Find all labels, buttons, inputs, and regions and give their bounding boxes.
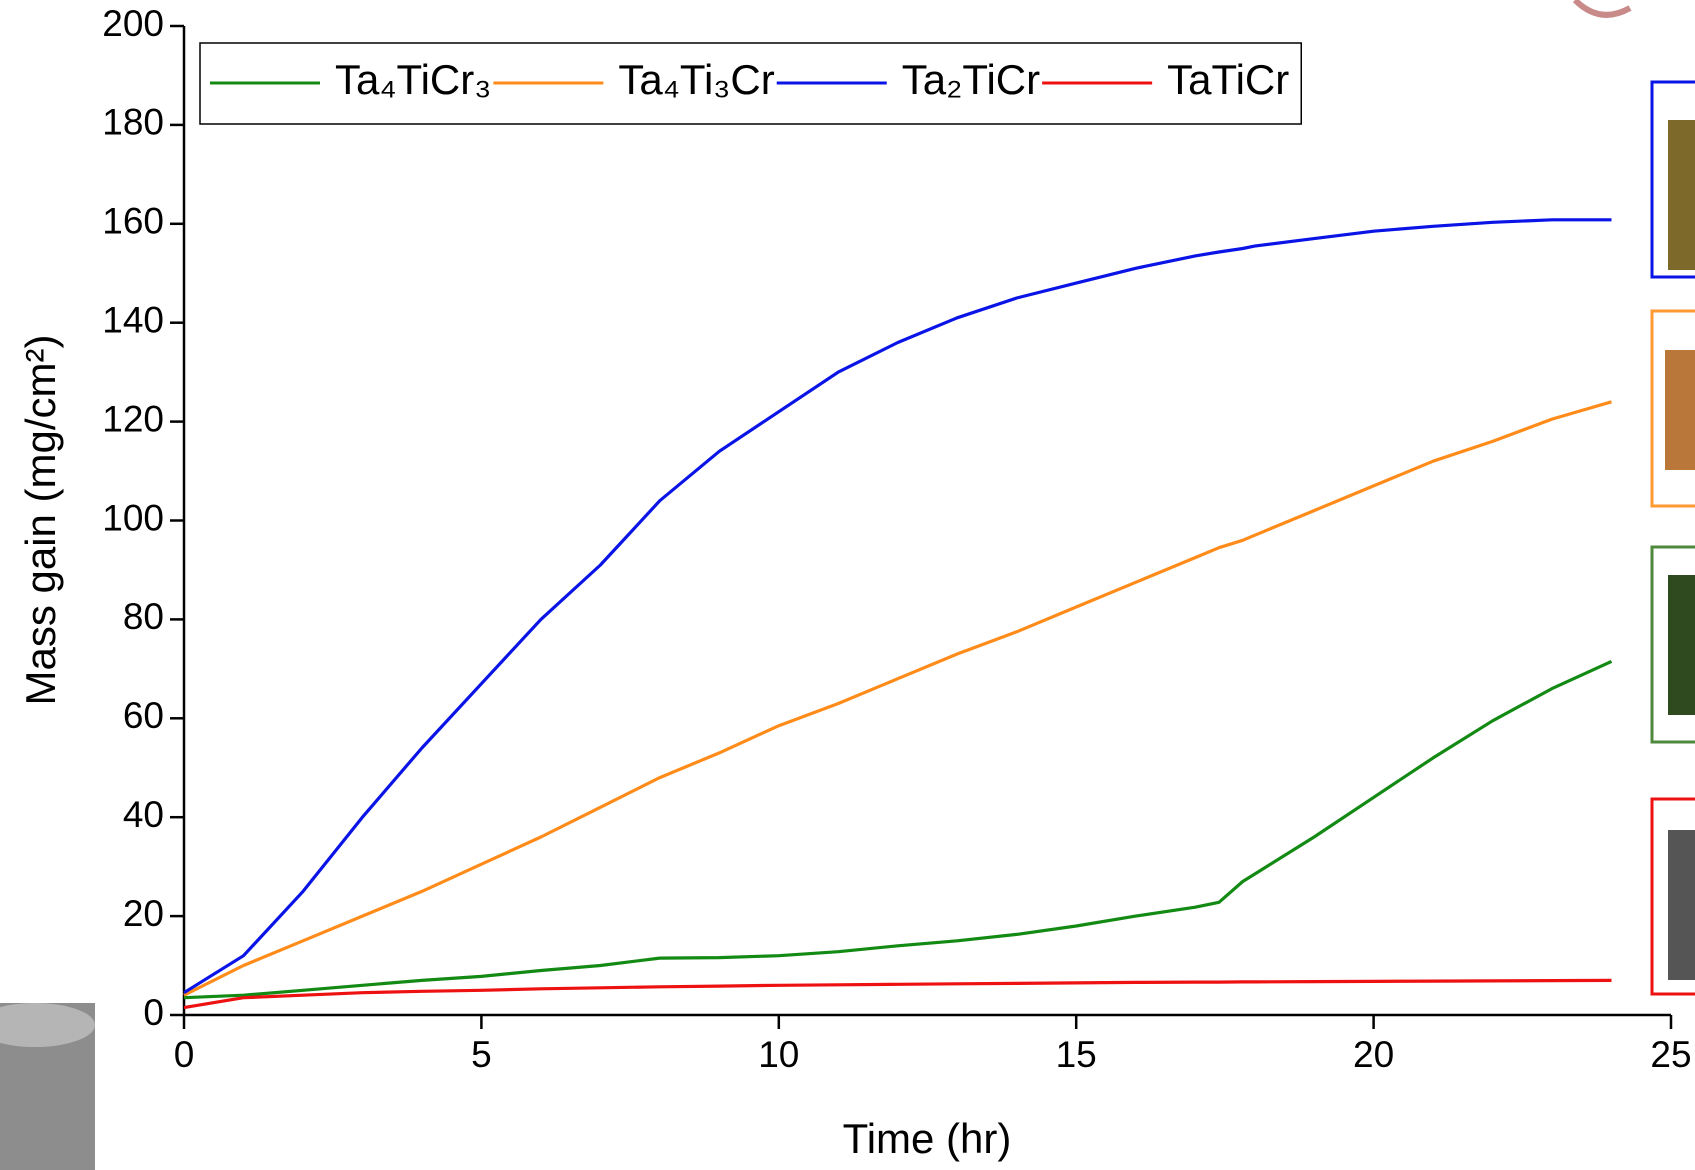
legend-box — [199, 42, 1302, 125]
legend-label: TaTiCr — [1167, 56, 1289, 103]
y-tick-label: 100 — [102, 497, 164, 538]
y-tick-label: 140 — [102, 299, 164, 340]
photo-sample — [1668, 830, 1695, 980]
y-axis-title: Mass gain (mg/cm²) — [17, 334, 64, 705]
y-tick-label: 180 — [102, 102, 164, 143]
y-tick-label: 60 — [123, 695, 164, 736]
y-tick-label: 120 — [102, 398, 164, 439]
series-line — [183, 978, 1612, 1010]
y-tick-label: 40 — [123, 794, 164, 835]
legend-label: Ta₂TiCr — [902, 56, 1040, 103]
legend-label: Ta₄Ti₃Cr — [618, 56, 774, 103]
x-tick-label: 20 — [1353, 1034, 1394, 1075]
y-tick-label: 0 — [143, 992, 164, 1033]
y-tick-label: 20 — [123, 893, 164, 934]
x-tick-label: 25 — [1650, 1034, 1691, 1075]
legend-label: Ta₄TiCr₃ — [335, 56, 491, 103]
x-tick-label: 5 — [471, 1034, 492, 1075]
y-tick-label: 80 — [123, 596, 164, 637]
series-line — [183, 400, 1612, 997]
photo-sample — [1668, 120, 1695, 270]
logo — [1572, 0, 1632, 18]
x-tick-label: 0 — [174, 1034, 195, 1075]
photo-top — [0, 1003, 95, 1047]
photo-sample — [1665, 350, 1695, 470]
photo-sample — [1668, 575, 1695, 715]
y-tick-label: 160 — [102, 201, 164, 242]
x-tick-label: 15 — [1056, 1034, 1097, 1075]
x-tick-label: 10 — [758, 1034, 799, 1075]
legend: Ta₄TiCr₃ Ta₄Ti₃Cr Ta₂TiCr TaTiCr — [199, 42, 1302, 125]
series-line — [183, 218, 1612, 995]
series-line — [183, 659, 1613, 1000]
x-axis-title: Time (hr) — [843, 1115, 1012, 1162]
y-tick-label: 200 — [102, 3, 164, 44]
